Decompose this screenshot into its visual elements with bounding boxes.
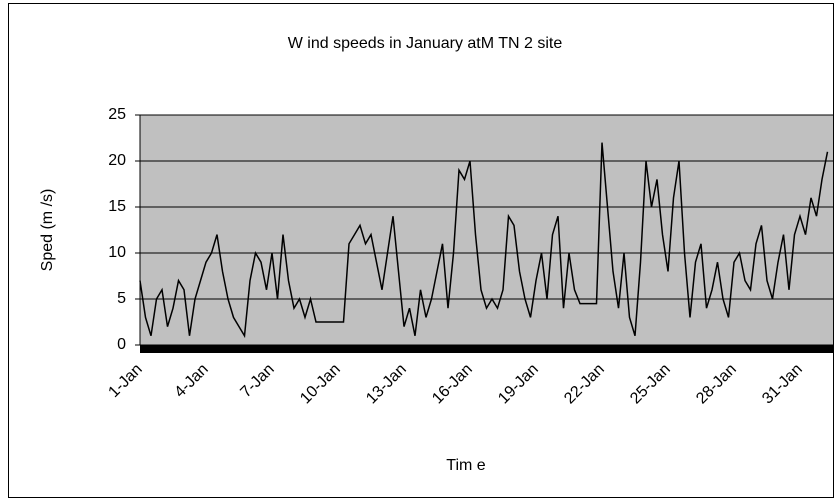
y-tick-label: 15 xyxy=(108,198,126,215)
x-axis-band xyxy=(140,345,833,353)
y-tick-label: 5 xyxy=(117,290,126,307)
y-axis-label: Sped (m /s) xyxy=(39,189,56,272)
y-tick-label: 10 xyxy=(108,244,126,261)
y-tick-label: 20 xyxy=(108,152,126,169)
x-axis-label: Tim e xyxy=(446,457,486,474)
chart-title: W ind speeds in January atM TN 2 site xyxy=(288,35,563,52)
y-tick-label: 0 xyxy=(117,336,126,353)
y-tick-label: 25 xyxy=(108,106,126,123)
line-series xyxy=(139,142,829,339)
